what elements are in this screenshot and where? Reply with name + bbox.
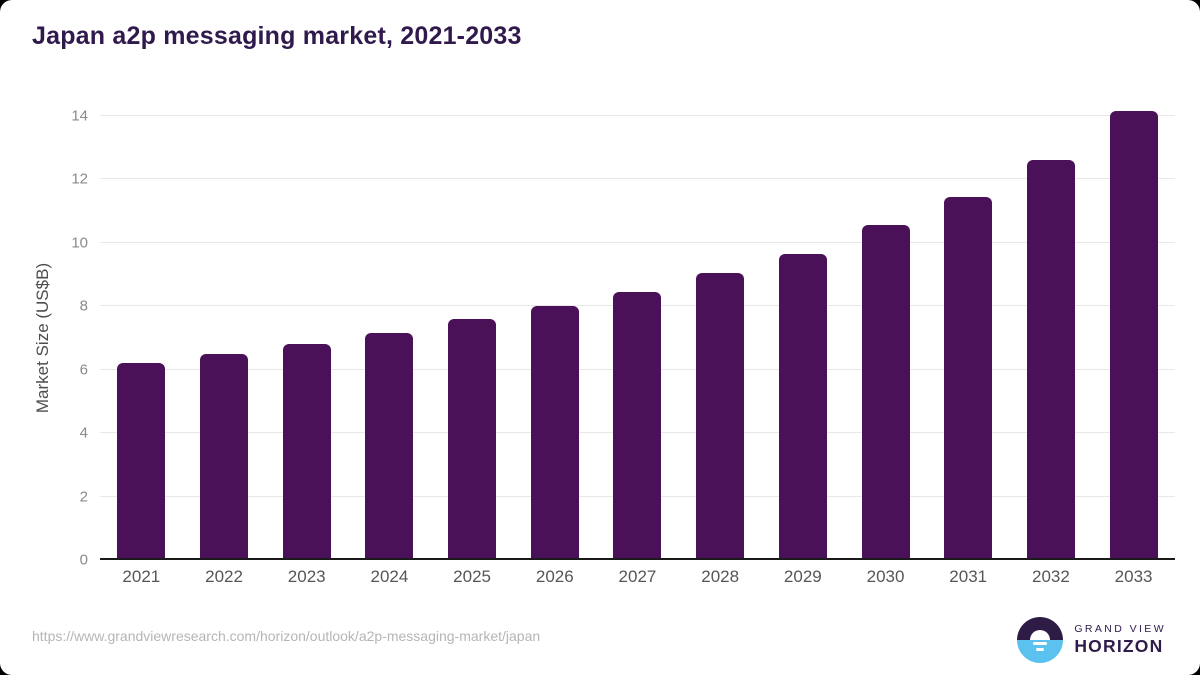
x-tick-label: 2030 (866, 567, 905, 586)
bar-slot (679, 273, 762, 560)
x-tick-label: 2032 (1031, 567, 1070, 586)
chart-title: Japan a2p messaging market, 2021-2033 (32, 22, 522, 50)
y-tick-label: 8 (79, 297, 88, 315)
bar-slot (265, 344, 348, 560)
x-tick-label: 2024 (370, 567, 409, 586)
x-tick-label: 2033 (1114, 567, 1153, 586)
x-tick-label: 2031 (949, 567, 988, 586)
y-tick-label: 2 (79, 488, 88, 506)
sun-dome-shape (1030, 630, 1051, 640)
bar-slot (844, 225, 927, 560)
bar-slot (348, 333, 431, 560)
x-tick-label: 2022 (205, 567, 243, 586)
bar-2025[interactable] (448, 318, 497, 560)
gridline (100, 115, 1175, 116)
x-tick-label: 2025 (453, 567, 491, 586)
x-tick-label: 2026 (535, 567, 574, 586)
brand-name-top: GRAND VIEW (1074, 622, 1166, 635)
bar-slot (431, 318, 514, 560)
y-tick-label: 10 (71, 234, 88, 252)
bar-series (100, 111, 1175, 560)
bar-2028[interactable] (696, 273, 745, 560)
x-tick-label: 2029 (783, 567, 822, 586)
y-tick-label: 0 (79, 551, 88, 569)
x-axis-labels: 2021 2022 2023 2024 2025 2026 2027 2028 2029 2030… (100, 567, 1175, 587)
bar-2022[interactable] (200, 353, 249, 560)
x-tick-label: 2028 (701, 567, 740, 586)
bar-2024[interactable] (365, 333, 414, 560)
reflection-bar-2 (1036, 647, 1045, 651)
bar-slot (183, 353, 266, 560)
brand-text: GRAND VIEW HORIZON (1074, 623, 1166, 658)
gridline (100, 178, 1175, 180)
gridline (100, 241, 1175, 243)
bar-2027[interactable] (613, 292, 662, 560)
bar-2031[interactable] (944, 196, 993, 560)
reflection-bar-1 (1033, 641, 1048, 645)
bar-slot (100, 363, 183, 560)
x-axis-line (100, 558, 1175, 560)
y-tick-label: 14 (71, 107, 88, 125)
bar-slot (1092, 111, 1175, 560)
plot-area (100, 111, 1175, 560)
bar-2033[interactable] (1109, 111, 1158, 560)
bar-2021[interactable] (117, 363, 166, 560)
bar-slot (513, 306, 596, 560)
y-tick-label: 12 (71, 170, 88, 188)
bar-slot (927, 196, 1010, 560)
y-tick-label: 4 (79, 424, 88, 442)
y-tick-label: 6 (79, 361, 88, 379)
x-tick-label: 2021 (122, 567, 161, 586)
bar-slot (762, 253, 845, 560)
source-url: https://www.grandviewresearch.com/horizo… (32, 628, 541, 644)
bar-slot (596, 292, 679, 560)
horizon-sunrise-icon (1017, 617, 1064, 663)
bar-slot (1010, 160, 1093, 560)
bar-2023[interactable] (282, 344, 331, 560)
bar-2030[interactable] (861, 225, 910, 560)
y-axis-title: Market Size (US$B) (33, 262, 53, 414)
bar-2032[interactable] (1026, 160, 1075, 560)
x-tick-label: 2023 (287, 567, 326, 586)
bar-2029[interactable] (778, 253, 827, 560)
bar-2026[interactable] (530, 306, 579, 560)
brand-name-bottom: HORIZON (1074, 635, 1164, 656)
brand-logo: GRAND VIEW HORIZON (1017, 617, 1166, 663)
x-tick-label: 2027 (618, 567, 657, 586)
